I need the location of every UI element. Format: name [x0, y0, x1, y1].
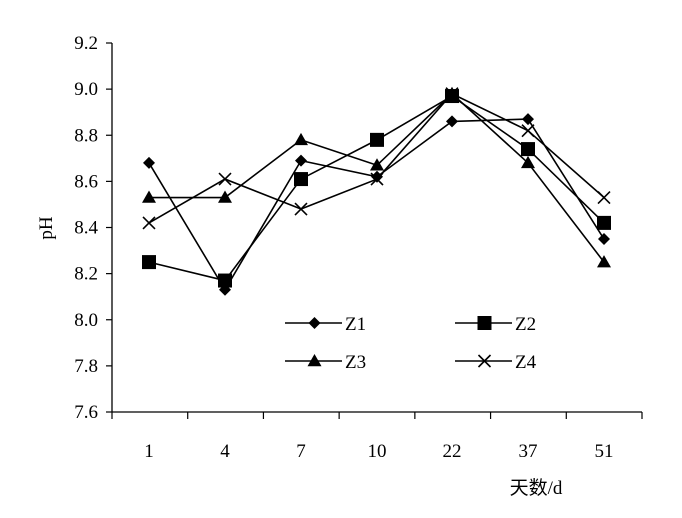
legend-item-z3: Z3 [285, 352, 366, 373]
data-point-z1 [522, 113, 534, 126]
x-tick-label: 7 [296, 441, 306, 462]
data-point-z4 [370, 172, 384, 186]
data-point-z1 [598, 233, 610, 246]
y-tick-label: 8.8 [74, 125, 98, 146]
legend-label: Z2 [515, 314, 536, 335]
data-point-z3 [218, 190, 232, 203]
legend-marker-stroke [477, 354, 492, 368]
data-point-z3 [521, 155, 535, 169]
x-tick-label: 1 [144, 441, 154, 462]
data-point-z2 [370, 132, 384, 147]
data-point-z3 [597, 255, 611, 268]
data-point-z4 [597, 190, 611, 205]
x-axis-title: 天数/d [510, 477, 563, 499]
data-point-z4 [142, 216, 156, 230]
legend-marker [307, 354, 322, 367]
legend-item-z4: Z4 [455, 352, 537, 373]
legend: Z1 Z2 Z3 Z4 [285, 314, 537, 373]
data-point-z1 [295, 154, 307, 167]
y-tick-label: 8.0 [74, 310, 98, 331]
y-tick-label: 8.2 [74, 264, 98, 285]
y-tick-label: 7.6 [74, 402, 98, 423]
data-point-z1 [143, 156, 155, 169]
data-point-z4-stroke [597, 190, 611, 205]
data-point-z2 [597, 215, 611, 230]
data-point-z4-stroke [142, 216, 156, 230]
legend-marker [477, 354, 492, 368]
y-tick-label: 8.4 [74, 218, 98, 239]
data-point-z3 [370, 158, 384, 171]
data-point-z2 [521, 142, 535, 157]
data-point-z4 [521, 124, 535, 138]
data-point-z4-stroke [521, 124, 535, 138]
data-point-z2 [218, 273, 232, 288]
data-point-z1 [446, 115, 458, 128]
data-point-z4-stroke [294, 202, 308, 216]
legend-marker [477, 316, 492, 330]
data-point-z4 [294, 202, 308, 216]
data-point-z4 [445, 87, 459, 101]
x-tick-label: 10 [368, 441, 387, 462]
data-point-z2 [142, 255, 156, 270]
x-tick-label: 4 [220, 441, 230, 462]
legend-marker [308, 317, 321, 329]
legend-label: Z4 [515, 352, 537, 373]
legend-label: Z1 [345, 314, 366, 335]
x-tick-label: 51 [595, 441, 614, 462]
data-point-z4-stroke [370, 172, 384, 186]
data-point-z4 [218, 172, 232, 186]
data-point-z4-stroke [445, 87, 459, 101]
legend-label: Z3 [345, 352, 366, 373]
x-tick-label: 37 [519, 441, 538, 462]
y-tick-label: 9.2 [74, 33, 98, 54]
y-tick-label: 9.0 [74, 79, 98, 100]
legend-item-z2: Z2 [455, 314, 536, 335]
legend-item-z1: Z1 [285, 314, 366, 335]
data-point-z3 [294, 132, 308, 146]
data-point-z4-stroke [218, 172, 232, 186]
y-tick-label: 7.8 [74, 356, 98, 377]
y-tick-label: 8.6 [74, 171, 98, 192]
y-axis-title: pH [36, 216, 57, 240]
data-point-z3 [142, 190, 156, 203]
x-tick-label: 22 [443, 441, 462, 462]
data-point-z2 [294, 172, 308, 187]
series-line-z4 [148, 92, 605, 224]
series-line-z2 [148, 95, 605, 282]
